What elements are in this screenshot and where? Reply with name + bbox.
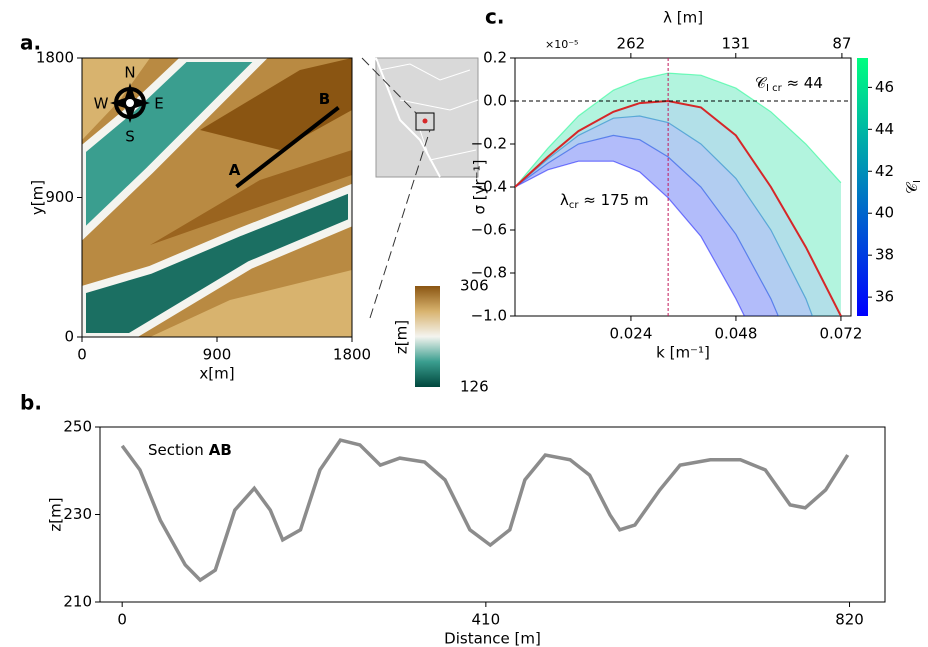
y-tick-label: −0.6 (471, 221, 507, 239)
profile-line (120, 438, 850, 583)
y-tick-label: −0.2 (471, 135, 507, 153)
terrain-plain (150, 270, 352, 337)
zoom-line (369, 129, 431, 319)
y-tick-label: −0.4 (471, 178, 507, 196)
annotation: Section AB (148, 441, 232, 459)
x-tick-label: 0 (117, 611, 127, 629)
y-tick-label: 230 (63, 505, 92, 523)
x2-tick-label: 131 (721, 35, 750, 53)
colorbar-tick-label: 40 (875, 204, 894, 222)
section-label: B (319, 90, 330, 108)
colorbar-tick-label: 306 (460, 277, 489, 295)
x-tick-label: 0.072 (819, 325, 862, 343)
fan-curve (515, 134, 779, 316)
text-part: ≈ 44 (782, 74, 823, 92)
fan-band (515, 73, 841, 316)
y-tick-label: 0 (64, 328, 74, 346)
y-tick-label: −1.0 (471, 307, 507, 325)
x2-tick-label: 87 (832, 35, 851, 53)
inset-site (422, 118, 428, 124)
x-tick-label: 0.024 (609, 325, 652, 343)
colorbar (415, 286, 440, 387)
y-tick-label: 250 (63, 418, 92, 436)
x-axis-label: Distance [m] (444, 630, 541, 647)
x2-axis-label: λ [m] (663, 9, 703, 27)
colorbar-label: z[m] (393, 320, 411, 354)
fan-curve (515, 115, 814, 316)
y-tick-label: 0.0 (483, 92, 507, 110)
panel-label: a. (20, 31, 41, 55)
y-tick-label: 1800 (36, 49, 74, 67)
section-line (235, 106, 340, 189)
annotation: 𝒞I cr ≈ 44 (755, 74, 823, 95)
section-label: A (229, 161, 241, 179)
x-axis-label: k [m⁻¹] (656, 344, 710, 362)
text-part: 𝒞 (755, 74, 768, 92)
panel-label: b. (20, 391, 42, 415)
text-part: I cr (766, 83, 783, 94)
y-tick-label: 210 (63, 593, 92, 611)
compass (110, 83, 150, 123)
y-tick-label: 0.2 (483, 49, 507, 67)
compass-label: S (125, 128, 135, 146)
panel-label: c. (485, 5, 504, 29)
y-axis-label: σ [yr⁻¹] (471, 160, 489, 215)
x-tick-label: 410 (472, 611, 501, 629)
inset-map (375, 57, 479, 178)
text-part: AB (209, 441, 232, 459)
fan-curve (515, 160, 746, 316)
x-tick-label: 900 (203, 346, 232, 364)
y-axis-label: z[m] (47, 497, 65, 531)
terrain-valley (82, 183, 352, 337)
colorbar-tick-label: 42 (875, 162, 894, 180)
colorbar-tick-label: 46 (875, 78, 894, 96)
compass-label: N (124, 64, 135, 82)
scale-note: ×10⁻⁵ (545, 38, 578, 51)
fan-band (515, 101, 841, 316)
text-part: Section (148, 441, 204, 459)
text-part: I (912, 180, 923, 183)
inset-box (415, 112, 435, 131)
colorbar-tick-label: 36 (875, 288, 894, 306)
annotation: λcr ≈ 175 m (560, 191, 649, 212)
x-tick-label: 820 (835, 611, 864, 629)
x2-tick-label: 262 (617, 35, 646, 53)
x-tick-label: 1800 (333, 346, 371, 364)
x-tick-label: 0 (77, 346, 87, 364)
text-part: ≈ 175 m (579, 191, 649, 209)
text-part: λ (560, 191, 569, 209)
text-part: cr (569, 200, 579, 211)
y-tick-label: −0.8 (471, 264, 507, 282)
fan-band (515, 116, 813, 316)
colorbar (857, 58, 868, 316)
terrain-ridge (150, 150, 352, 245)
curves (515, 72, 842, 316)
x-tick-label: 0.048 (714, 325, 757, 343)
inset-coast (375, 57, 441, 178)
colorbar-tick-label: 126 (460, 378, 489, 396)
colorbar-label: 𝒞I (903, 180, 924, 194)
x-axis-label: x[m] (199, 365, 234, 383)
compass-label: W (94, 95, 109, 113)
colorbar-tick-label: 44 (875, 120, 894, 138)
fan-band (515, 135, 779, 316)
zoom-line (361, 57, 417, 114)
y-tick-label: 900 (45, 188, 74, 206)
colorbar-tick-label: 38 (875, 246, 894, 264)
text-part: 𝒞 (903, 181, 921, 194)
y-axis-label: y[m] (29, 180, 47, 215)
compass-label: E (154, 95, 163, 113)
